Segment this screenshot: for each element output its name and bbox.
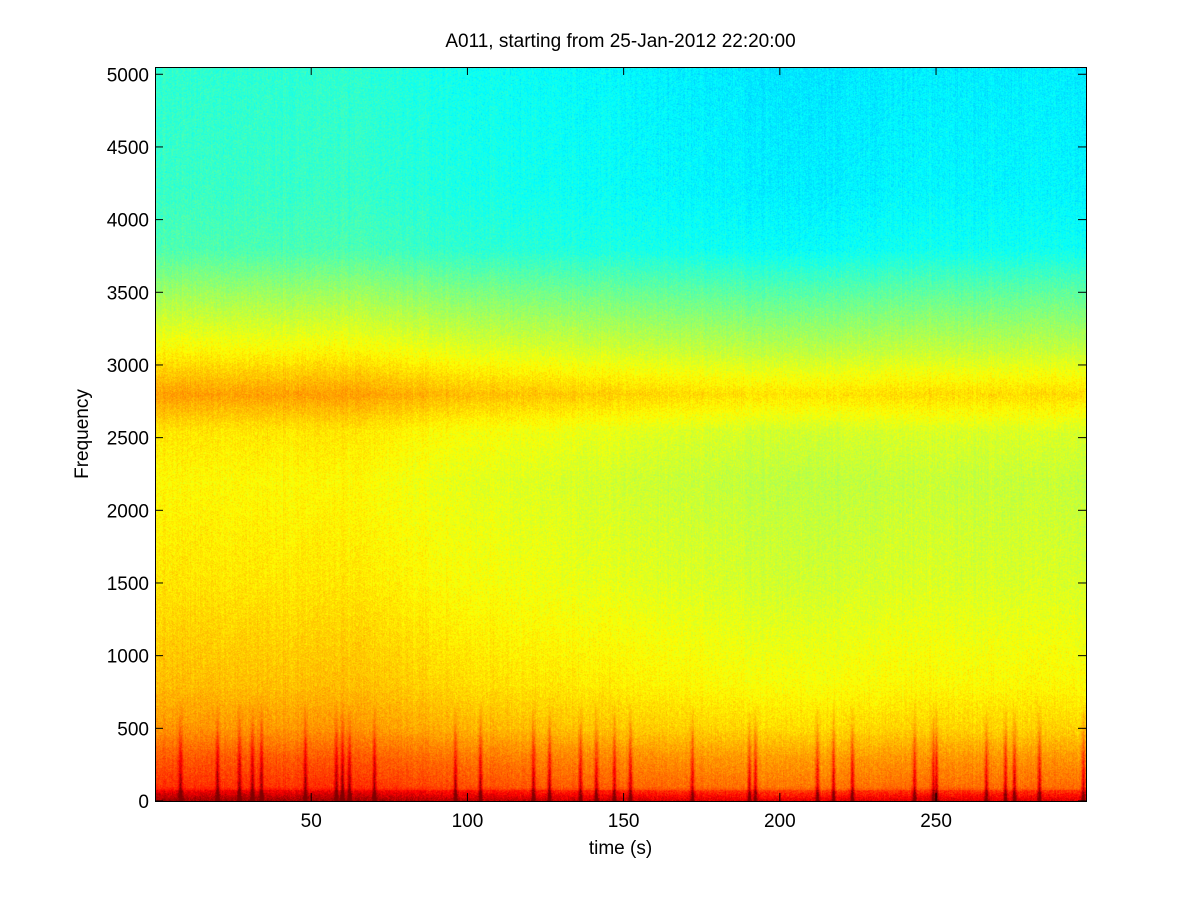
y-tick-label: 3500: [107, 283, 149, 304]
y-tick-label: 0: [138, 792, 149, 813]
x-axis-label: time (s): [589, 838, 652, 859]
y-tick-label: 5000: [107, 65, 149, 86]
chart-title: A011, starting from 25-Jan-2012 22:20:00: [445, 31, 796, 52]
spectrogram-image: [155, 67, 1086, 801]
x-tick-label: 100: [452, 811, 484, 832]
y-axis: 0 500 1000 1500 2000 2500 3000 3500 4000 4500 5000: [107, 65, 1086, 813]
y-tick-label: 2000: [107, 501, 149, 522]
y-tick-label: 3000: [107, 356, 149, 377]
x-axis: 50 100 150 200 250: [301, 67, 952, 832]
y-tick-label: 500: [117, 719, 149, 740]
x-tick-label: 150: [608, 811, 640, 832]
x-tick-label: 250: [920, 811, 952, 832]
y-tick-label: 2500: [107, 429, 149, 450]
x-tick-label: 50: [301, 811, 322, 832]
x-tick-label: 200: [764, 811, 796, 832]
y-axis-label: Frequency: [72, 389, 93, 479]
plot-area-border: [155, 67, 1087, 802]
y-tick-label: 4500: [107, 138, 149, 159]
y-tick-label: 1000: [107, 647, 149, 668]
y-tick-label: 4000: [107, 211, 149, 232]
y-tick-label: 1500: [107, 574, 149, 595]
